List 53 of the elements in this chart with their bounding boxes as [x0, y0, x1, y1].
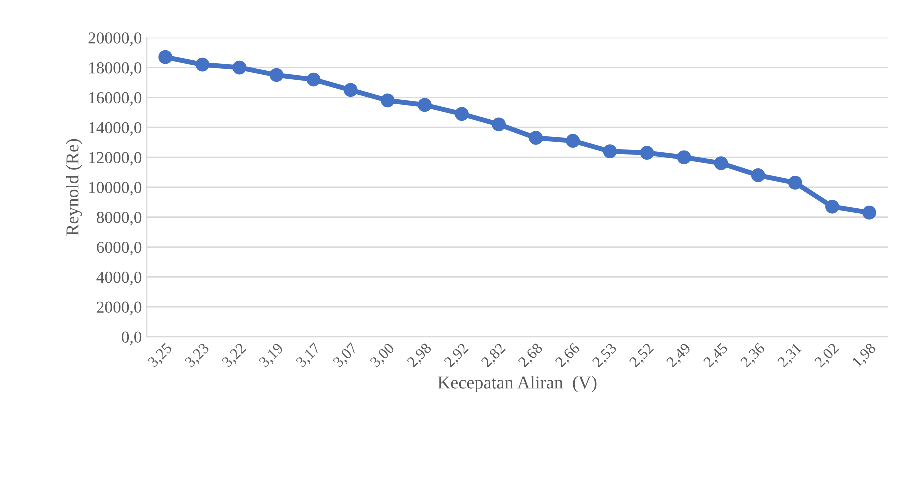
x-tick-label: 2,82 [480, 342, 508, 370]
x-tick-label: 2,66 [555, 342, 582, 370]
point [677, 150, 692, 164]
x-tick-label: 3,23 [184, 342, 212, 370]
x-tick-label: 3,22 [222, 342, 248, 370]
x-tick-label: 2,49 [666, 342, 693, 370]
x-tick-label: 1,98 [852, 342, 878, 369]
y-axis-title: Reynold (Re) [66, 139, 83, 236]
y-tick-label: 14000,0 [90, 122, 142, 136]
point [529, 131, 544, 146]
point [566, 134, 580, 148]
y-tick-label: 12000,0 [90, 152, 142, 166]
y-tick-label: 16000,0 [90, 92, 142, 106]
x-tick-label: 2,92 [444, 342, 471, 370]
y-tick-label: 6000,0 [97, 242, 142, 256]
point [640, 146, 654, 160]
point [158, 50, 173, 64]
point [788, 176, 802, 190]
point [492, 118, 506, 132]
point [344, 83, 358, 98]
x-tick-label: 2,53 [592, 342, 619, 370]
point [270, 68, 284, 82]
x-tick-label: 3,25 [148, 342, 174, 370]
point [826, 200, 840, 214]
y-tick-label: 10000,0 [90, 182, 142, 196]
point [751, 168, 766, 182]
point [862, 206, 876, 220]
point [455, 107, 469, 122]
y-tick-label: 20000,0 [88, 32, 142, 46]
point [196, 58, 210, 72]
x-tick-label: 2,02 [814, 342, 842, 370]
x-tick-label: 3,00 [370, 342, 397, 370]
x-tick-label: 2,98 [406, 342, 434, 370]
x-tick-label: 2,68 [518, 342, 545, 370]
y-tick-label: 4000,0 [96, 272, 142, 286]
x-tick-label: 2,36 [740, 342, 768, 370]
x-tick-label: 3,07 [332, 342, 360, 370]
point [714, 156, 728, 170]
y-tick-label: 8000,0 [97, 212, 142, 226]
x-tick-label: 3,17 [296, 342, 323, 370]
y-tick-label: 0,0 [122, 332, 142, 346]
point [232, 60, 247, 75]
point [603, 144, 618, 158]
x-tick-label: 2,52 [629, 342, 656, 370]
x-tick-label: 2,45 [703, 342, 730, 370]
point [418, 98, 432, 112]
point [380, 94, 395, 108]
x-tick-label: 2,31 [777, 342, 804, 370]
point [306, 72, 321, 87]
x-tick-label: 3,19 [258, 342, 286, 370]
y-tick-label: 2000,0 [97, 302, 142, 316]
x-axis-title: Kecepatan Aliran (V) [438, 376, 597, 393]
y-tick-label: 18000,0 [90, 62, 142, 76]
